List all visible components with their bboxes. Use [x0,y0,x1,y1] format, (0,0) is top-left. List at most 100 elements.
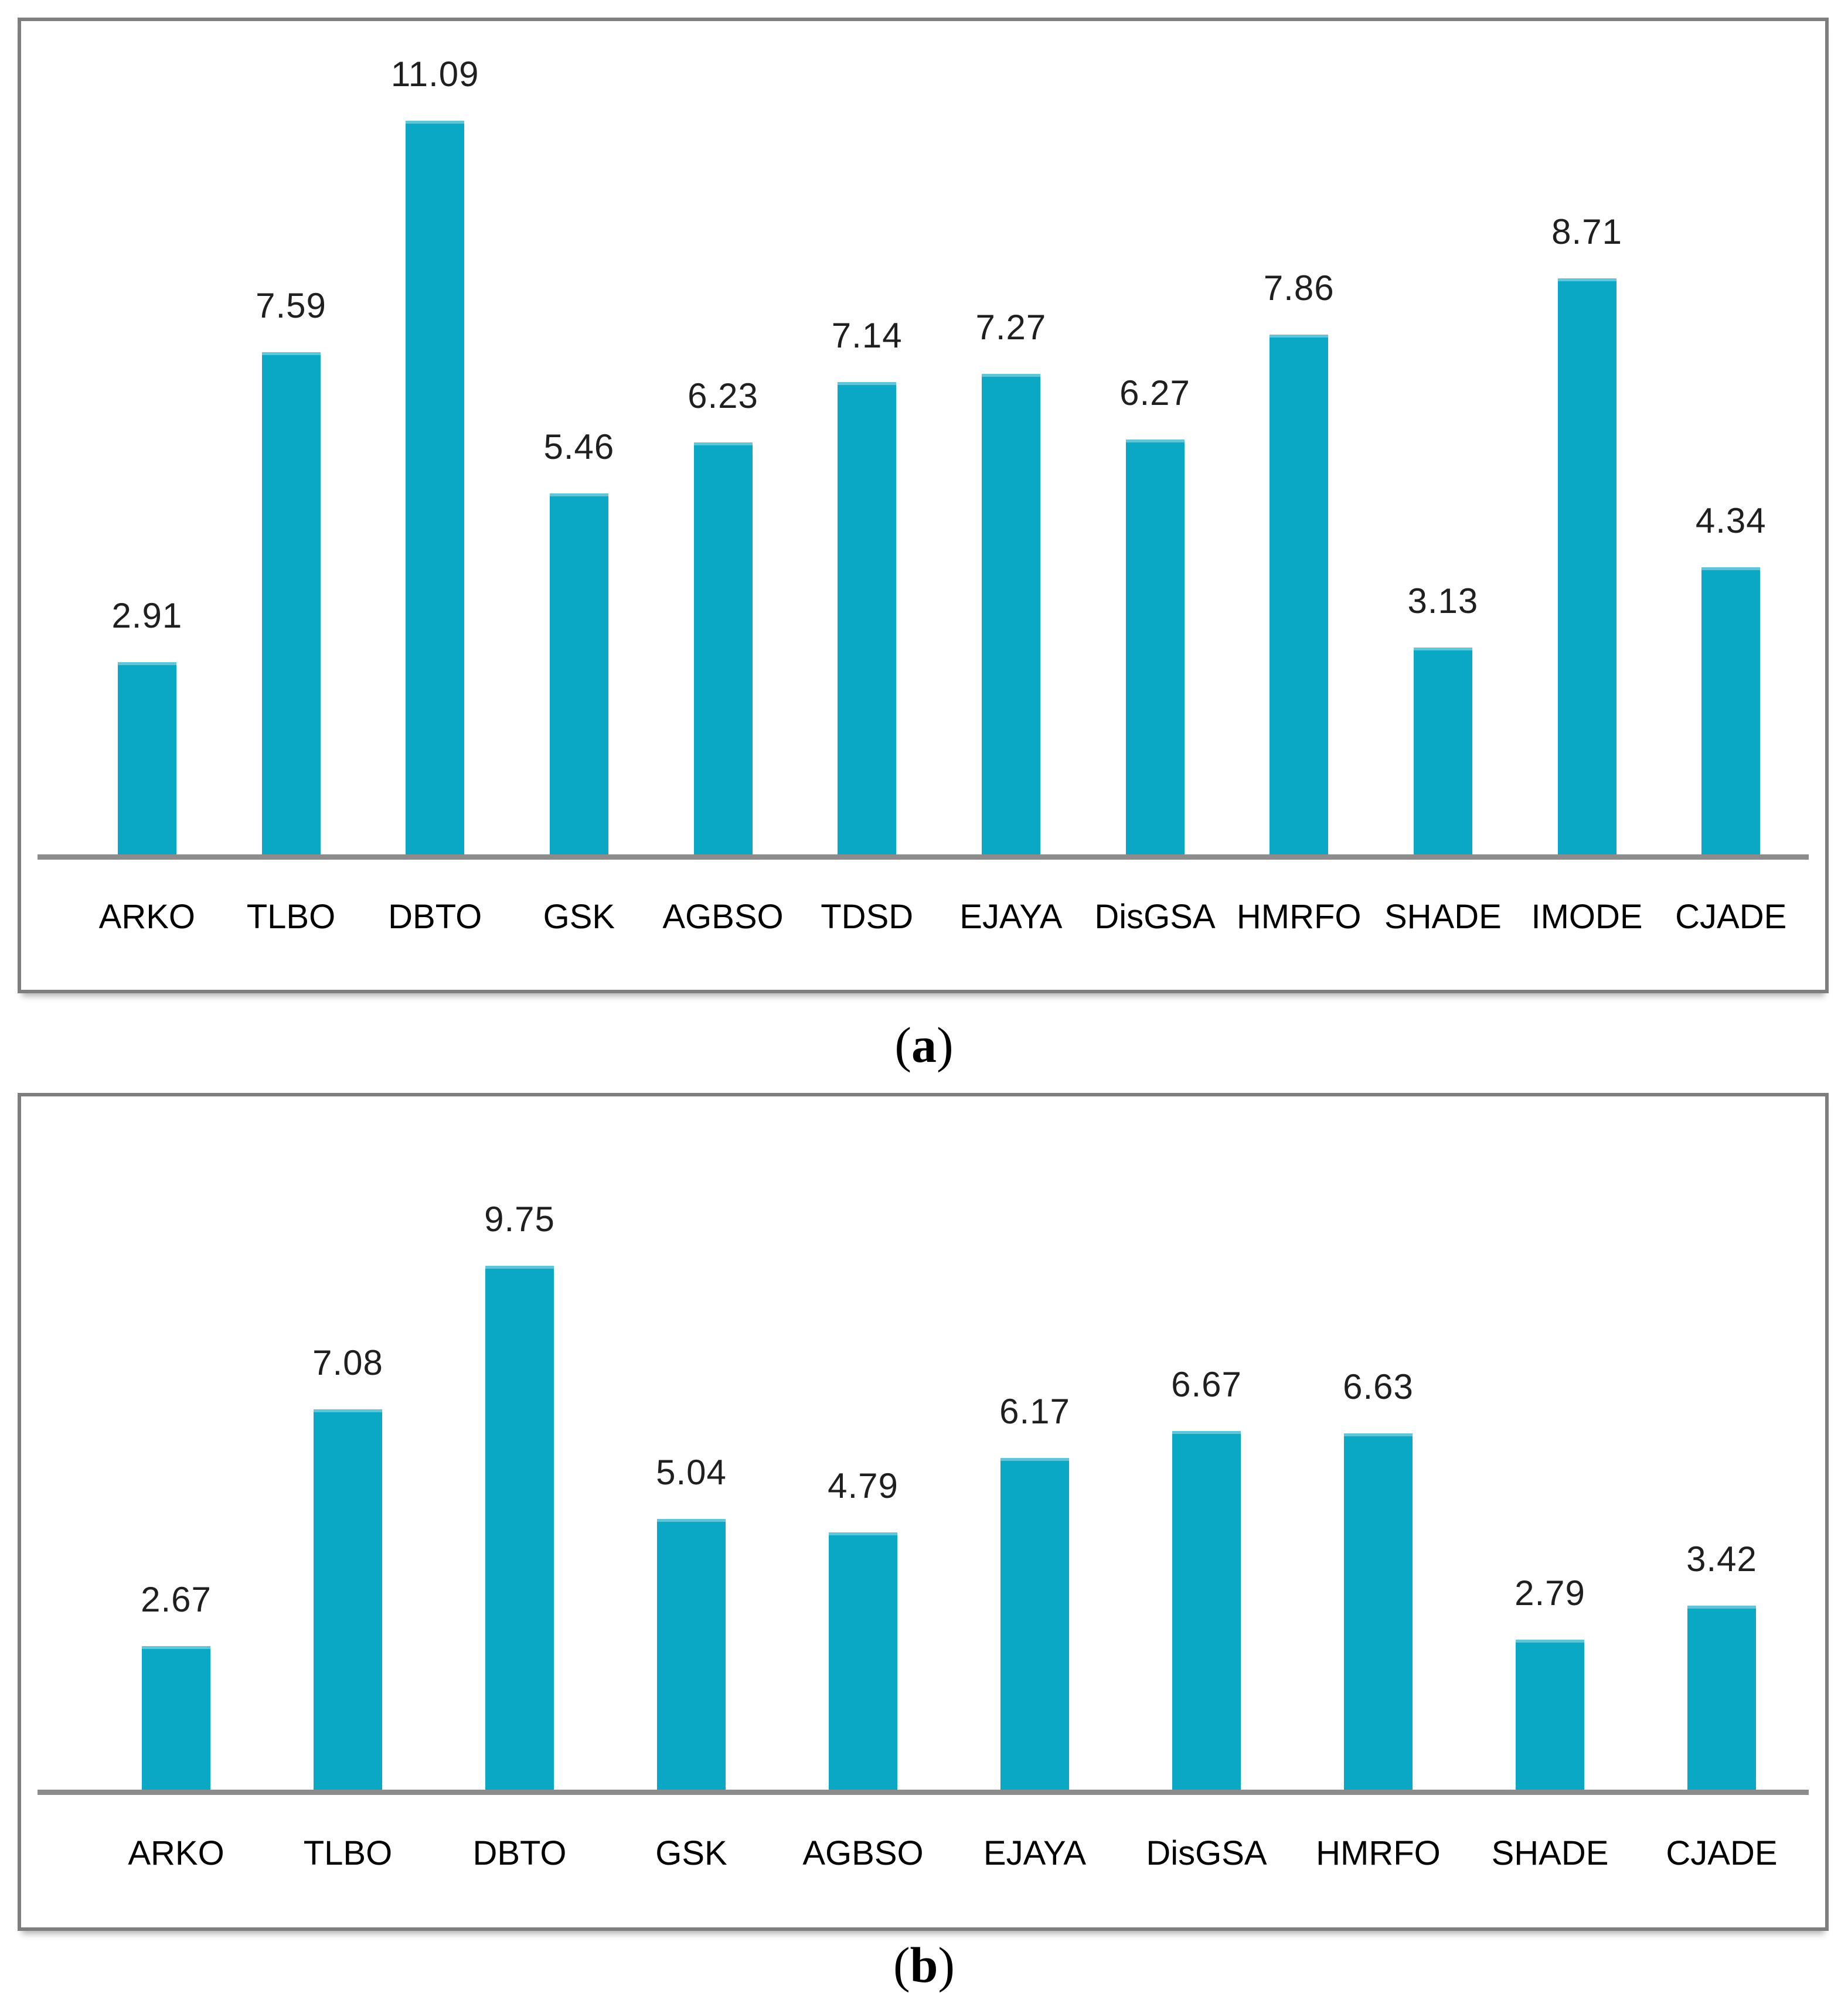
bar-cell: 6.17 [949,1096,1121,1790]
caption-a-close-paren: ) [937,1017,954,1073]
bar-cell: 7.08 [262,1096,434,1790]
bar-cell: 7.59 [219,21,363,854]
bar [117,662,176,854]
bar [1687,1606,1756,1790]
bar [981,373,1040,854]
caption-a: (a) [0,1016,1848,1074]
bar-cell: 7.14 [795,21,939,854]
category-label: GSK [543,898,615,936]
bar-value-label: 6.63 [1343,1367,1414,1406]
bar-value-label: 5.46 [543,427,615,466]
bar-cell: 3.13 [1371,21,1515,854]
bar [1270,334,1329,854]
bar-value-label: 6.67 [1171,1365,1242,1405]
category-label: SHADE [1491,1834,1609,1872]
bar-value-label: 6.23 [688,376,758,415]
category-labels-b: ARKO TLBO DBTO GSK AGBSO EJAYA DisGSA HMRFO SHAD… [21,1795,1825,1873]
bar [1516,1640,1584,1790]
bar [1701,567,1761,854]
bar [261,352,321,854]
bar [406,121,465,854]
plot-area-a: 2.91 7.59 11.09 5.46 6.23 7.14 7.27 6.27 7.86 3.1… [21,21,1825,854]
category-label: ARKO [128,1834,224,1872]
chart-panel-b: 2.67 7.08 9.75 5.04 4.79 6.17 6.67 6.63 2.79 3.42… [18,1093,1829,1931]
x-axis-line-b [38,1790,1809,1795]
bar-value-label: 8.71 [1551,212,1622,252]
bar-value-label: 7.59 [256,286,326,326]
category-label: DisGSA [1094,898,1216,936]
caption-b: (b) [0,1936,1848,1994]
bar-value-label: 2.91 [111,595,183,635]
bar-cell: 2.91 [75,21,219,854]
category-label: TDSD [821,898,914,936]
chart-panel-a: 2.91 7.59 11.09 5.46 6.23 7.14 7.27 6.27 7.86 3.1… [18,18,1829,993]
bar-cell: 11.09 [363,21,507,854]
bar [549,493,608,854]
category-label: ARKO [98,898,196,936]
bar-value-label: 9.75 [484,1199,555,1239]
bar-value-label: 2.79 [1515,1573,1585,1613]
x-axis-line-a [38,854,1809,860]
bar [1000,1458,1069,1790]
plot-area-b: 2.67 7.08 9.75 5.04 4.79 6.17 6.67 6.63 2.79 3.42 [21,1096,1825,1790]
category-label: AGBSO [662,898,784,936]
category-label: AGBSO [802,1834,924,1872]
bar-value-label: 7.14 [831,316,903,356]
bar-value-label: 7.08 [312,1343,383,1382]
category-label: HMRFO [1236,898,1362,936]
category-label: CJADE [1666,1834,1778,1872]
bar-cell: 2.79 [1464,1096,1636,1790]
bar-cell: 4.79 [777,1096,949,1790]
bar-value-label: 2.67 [141,1580,212,1620]
bar [657,1518,726,1790]
bar [1413,647,1472,854]
category-label: EJAYA [959,898,1063,936]
category-labels-a: ARKO TLBO DBTO GSK AGBSO TDSD EJAYA DisGSA HMRFO… [21,860,1825,936]
category-label: CJADE [1675,898,1787,936]
category-label: TLBO [246,898,336,936]
bar [314,1409,382,1790]
category-label: DBTO [472,1834,567,1872]
category-label: HMRFO [1316,1834,1441,1872]
bar-cell: 3.42 [1636,1096,1808,1790]
bar-cell: 6.27 [1083,21,1227,854]
bar-cell: 6.23 [651,21,795,854]
bar-value-label: 11.09 [390,54,479,94]
caption-a-open-paren: ( [894,1017,911,1073]
caption-b-letter: b [910,1937,938,1993]
bar-value-label: 7.27 [975,307,1047,347]
bar-cell: 6.63 [1292,1096,1464,1790]
category-label: IMODE [1531,898,1643,936]
bar [1344,1433,1413,1790]
bar-cell: 7.27 [939,21,1083,854]
category-label: DisGSA [1146,1834,1267,1872]
bar [838,382,897,854]
bar-cell: 5.46 [507,21,651,854]
bar [1172,1431,1241,1790]
bar-value-label: 5.04 [656,1452,727,1492]
bar [693,442,753,854]
bar-cell: 9.75 [434,1096,605,1790]
bar-value-label: 6.17 [999,1392,1070,1432]
bar [829,1532,897,1790]
bar [1557,278,1616,854]
bar-value-label: 3.42 [1686,1539,1757,1579]
caption-b-open-paren: ( [893,1937,910,1993]
caption-a-letter: a [911,1017,937,1073]
category-label: SHADE [1384,898,1502,936]
bar-value-label: 4.34 [1695,501,1767,541]
category-label: EJAYA [983,1834,1087,1872]
bar [485,1265,554,1790]
bar-cell: 2.67 [90,1096,262,1790]
bar-value-label: 3.13 [1407,581,1479,621]
bar [1125,440,1185,854]
bar-cell: 6.67 [1121,1096,1292,1790]
bar-cell: 5.04 [605,1096,777,1790]
bar [142,1646,210,1790]
bar-cell: 4.34 [1659,21,1803,854]
bar-value-label: 6.27 [1119,373,1190,413]
category-label: GSK [655,1834,727,1872]
category-label: DBTO [388,898,482,936]
category-label: TLBO [303,1834,393,1872]
bar-value-label: 4.79 [828,1466,899,1505]
